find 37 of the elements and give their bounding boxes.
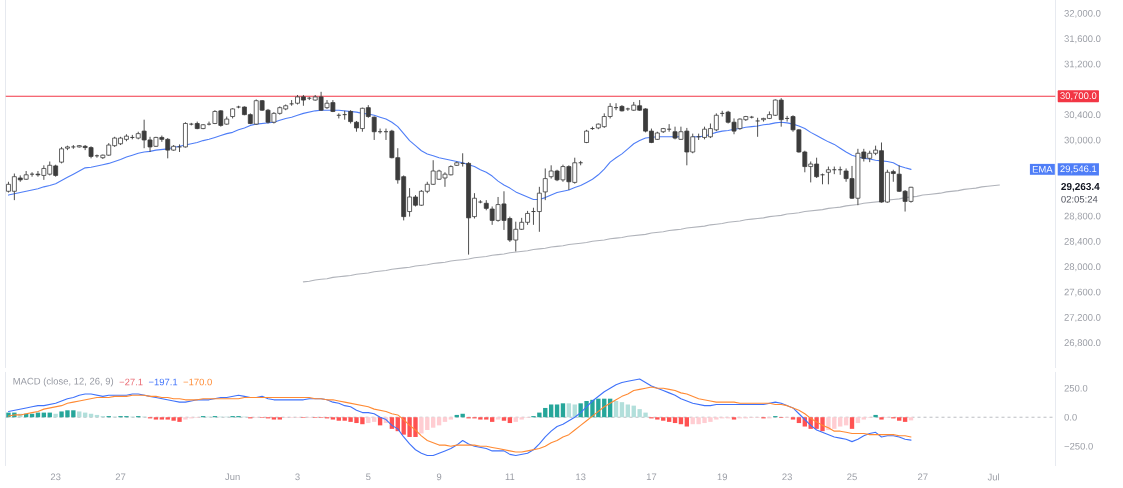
x-tick-label: 23 bbox=[782, 473, 792, 481]
y-tick-label: 28,400.0 bbox=[1064, 238, 1101, 246]
x-tick-label: 23 bbox=[50, 473, 61, 481]
y-tick-label: 250.0 bbox=[1064, 384, 1088, 392]
y-tick-label: −250.0 bbox=[1064, 442, 1093, 450]
series-label: −197.1 bbox=[148, 378, 178, 386]
x-tick-label: 5 bbox=[366, 473, 371, 481]
y-tick-label: 28,800.0 bbox=[1064, 212, 1101, 221]
x-tick-label: 9 bbox=[436, 473, 442, 481]
x-tick-label: 13 bbox=[576, 473, 586, 481]
x-tick-label: 27 bbox=[115, 473, 126, 481]
x-tick-label: 25 bbox=[847, 473, 857, 481]
x-tick-label: 27 bbox=[918, 473, 928, 481]
y-tick-label: 27,600.0 bbox=[1064, 288, 1101, 297]
x-tick-label: Jun bbox=[225, 473, 240, 481]
text: MACD (close, 12, 26, 9) bbox=[13, 377, 114, 387]
y-tick-label: 0.0 bbox=[1064, 413, 1077, 421]
y-tick-label: 31,200.0 bbox=[1064, 60, 1101, 69]
ref-line-label: 30,700.0 bbox=[1060, 92, 1097, 101]
y-tick-label: 31,600.0 bbox=[1064, 35, 1101, 44]
y-tick-label: 32,000.0 bbox=[1064, 10, 1101, 18]
y-tick-label: 30,000.0 bbox=[1064, 136, 1101, 145]
x-tick-label: 17 bbox=[646, 473, 657, 481]
text: 29,546.1 bbox=[1060, 165, 1097, 174]
text: 29,263.4 bbox=[1061, 183, 1100, 192]
y-tick-label: 30,400.0 bbox=[1064, 111, 1101, 120]
x-tick-label: Jul bbox=[987, 473, 999, 481]
y-tick-label: 27,200.0 bbox=[1064, 314, 1101, 322]
y-tick-label: 28,000.0 bbox=[1064, 263, 1101, 272]
annotation: −27.1 bbox=[119, 378, 143, 386]
y-tick-label: 26,800.0 bbox=[1064, 339, 1101, 348]
x-tick-label: 19 bbox=[717, 473, 728, 481]
x-tick-label: 11 bbox=[505, 473, 515, 481]
text: 02:05:24 bbox=[1061, 195, 1098, 203]
legend-label: EMA bbox=[1032, 166, 1053, 173]
x-tick-label: 3 bbox=[295, 473, 300, 481]
series-label: −170.0 bbox=[183, 378, 212, 386]
